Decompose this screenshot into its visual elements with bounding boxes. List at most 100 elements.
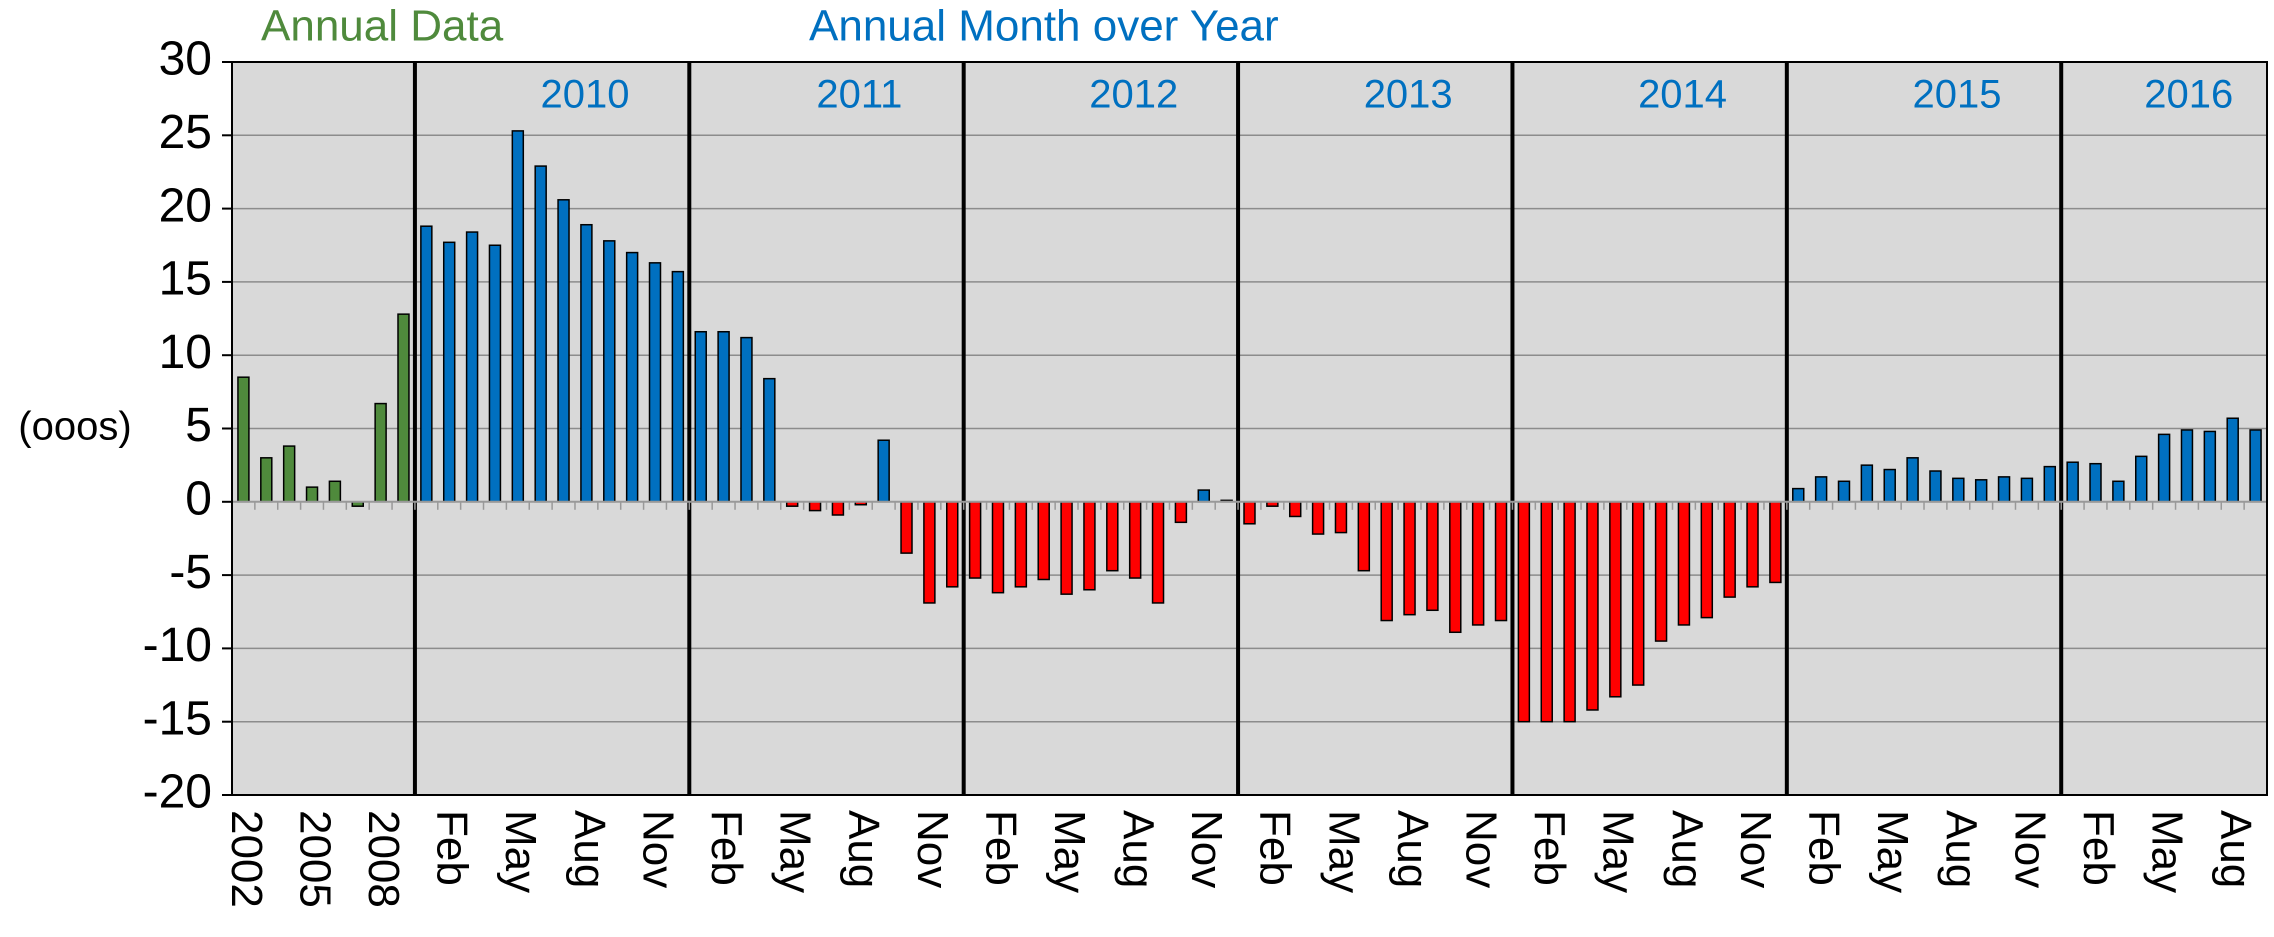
bar [1380,501,1393,622]
bar [511,130,525,503]
bar [1037,501,1050,581]
bar [282,445,296,503]
bar [1128,501,1142,579]
y-tick-label: -20 [143,766,212,819]
bar [991,501,1005,594]
bar [1837,480,1851,503]
bar [831,501,845,516]
bar [442,241,456,503]
year-label: 2015 [1912,73,2001,117]
y-tick-label: -15 [143,692,212,745]
x-tick-label: Aug [2211,810,2260,888]
bar [2180,429,2194,503]
bar [763,377,776,503]
bar [1952,477,1965,503]
x-tick-label: Aug [1937,810,1986,888]
bar [488,244,502,503]
bar [1814,476,1828,503]
bar [1403,501,1416,616]
bar [557,199,570,503]
bar [1906,457,1919,503]
x-tick-label: 2005 [290,810,339,908]
x-tick-label: Feb [976,810,1025,886]
x-tick-label: Aug [1388,810,1437,888]
x-tick-label: May [771,810,820,893]
bar [420,225,433,503]
bar [1792,487,1805,503]
y-tick-label: 25 [159,106,212,159]
x-tick-label: Aug [1114,810,1163,888]
year-label: 2016 [2144,73,2233,117]
legend-label: Annual Data [261,2,504,51]
x-tick-label: Nov [1731,810,1780,888]
x-tick-label: 2008 [359,810,408,908]
bar [603,240,616,503]
bar [1106,501,1119,572]
bar [2066,461,2079,503]
x-tick-label: Feb [428,810,477,886]
bar [808,501,822,512]
bar [740,336,753,503]
bar [2203,430,2217,503]
bar [260,457,273,503]
bar [1677,501,1691,626]
bar [1311,501,1325,535]
bar [1769,501,1782,584]
year-label: 2010 [541,73,630,117]
year-label: 2013 [1364,73,1453,117]
x-tick-label: May [2142,810,2191,893]
bar [534,165,547,503]
year-label: 2014 [1638,73,1727,117]
bar [1083,501,1096,591]
bar [1631,501,1645,686]
x-tick-label: Nov [1182,810,1231,888]
bar [946,501,959,588]
bar [923,501,936,604]
x-tick-label: Aug [1662,810,1711,888]
y-tick-label: 15 [159,253,212,306]
bar [465,231,479,503]
bar [1494,501,1508,622]
bar [1723,501,1736,598]
legend-label: Annual Month over Year [809,2,1279,51]
bar [2020,477,2034,503]
bar [237,376,250,503]
bar [2043,465,2057,503]
x-tick-label: Feb [1800,810,1849,886]
bar [1426,501,1439,612]
bar [648,262,662,503]
bar [1288,501,1302,518]
bar [625,251,639,503]
bar [1929,470,1942,503]
x-tick-label: May [496,810,545,893]
bar [1883,468,1896,503]
bar [305,486,319,503]
bar [1174,501,1188,524]
bar [1243,501,1256,525]
y-tick-label: 10 [159,326,212,379]
bar [328,480,342,503]
bar [1654,501,1668,642]
bar [1997,476,2011,503]
bar [2226,417,2239,503]
bar [1609,501,1622,698]
bar [694,330,707,503]
bar [374,402,387,503]
y-tick-label: 5 [185,399,212,452]
bar [1471,501,1485,626]
bar [717,330,730,503]
x-tick-label: Nov [908,810,957,888]
bar [580,223,593,503]
bar [1860,464,1874,503]
bar [2157,433,2171,503]
x-tick-label: May [1594,810,1643,893]
x-tick-label: May [1868,810,1917,893]
bar [1060,501,1073,595]
bar [1014,501,1028,588]
bar [1540,501,1553,723]
y-tick-label: -10 [143,619,212,672]
x-tick-label: Nov [1457,810,1506,888]
bar [2112,480,2125,503]
bar [900,501,913,554]
